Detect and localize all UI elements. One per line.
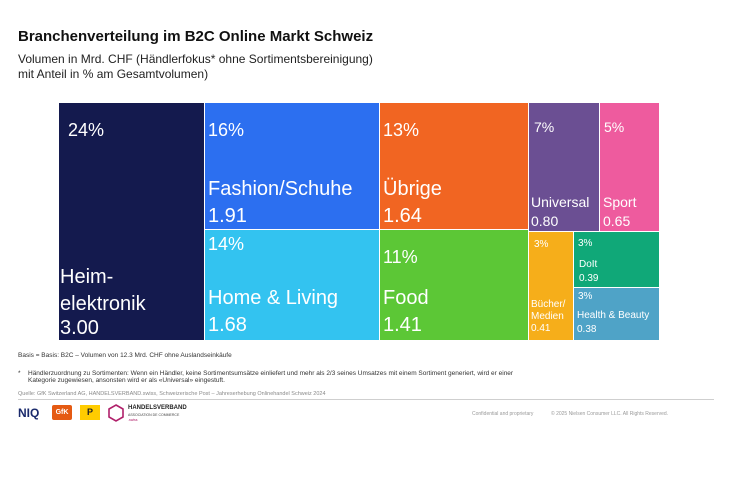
tile-value-label: 0.65: [603, 213, 631, 229]
handelsverband-name: HANDELSVERBAND: [128, 405, 187, 411]
niq-logo: NIQ: [18, 406, 40, 420]
tile-category-line: Universal: [531, 194, 590, 210]
handelsverband-subname: ASSOCIATION DE COMMERCE: [128, 413, 180, 417]
tile-category-line: Übrige: [383, 178, 442, 200]
tile-value-label: 0.38: [577, 324, 597, 335]
tile-value-label: 1.91: [208, 205, 247, 227]
tile-share-label: 3%: [534, 239, 549, 250]
treemap-chart: 24% Heim-elektronik 3.00 16% Fashion/Schuhe 1…: [59, 103, 659, 340]
treemap-tile: 3% DoIt 0.39: [574, 232, 659, 287]
copyright-note: © 2025 Nielsen Consumer LLC. All Rights …: [551, 411, 669, 417]
handelsverband-logo: HANDELSVERBAND ASSOCIATION DE COMMERCE .…: [108, 403, 198, 425]
tile-category-line: Medien: [531, 311, 564, 322]
tile-share-label: 3%: [578, 238, 593, 249]
tile-category-label: Fashion/Schuhe: [208, 177, 353, 201]
footnote: Händlerzuordnung zu Sortimenten: Wenn ei…: [28, 370, 588, 384]
confidential-note: Confidential and proprietary: [472, 411, 534, 417]
treemap-tile: 13% Übrige 1.64: [380, 103, 528, 229]
subtitle-line-2: mit Anteil in % am Gesamtvolumen): [18, 67, 209, 81]
handelsverband-domain: .swiss: [128, 418, 138, 422]
tile-category-label: Übrige: [383, 177, 442, 201]
tile-category-line: Heim-: [60, 266, 114, 288]
tile-share-label: 14%: [208, 234, 245, 254]
tile-category-line: Home & Living: [208, 287, 339, 309]
tile-category-label: DoIt: [579, 259, 597, 271]
tile-share-label: 13%: [383, 120, 420, 140]
tile-share-label: 24%: [68, 120, 105, 140]
tile-category-line: Health & Beauty: [577, 310, 650, 321]
tile-value-label: 0.80: [531, 213, 559, 229]
treemap-tile: 11% Food 1.41: [380, 230, 528, 340]
tile-value-label: 1.68: [208, 314, 247, 336]
tile-share-label: 7%: [534, 119, 555, 135]
tile-category-line: DoIt: [579, 259, 598, 270]
treemap-tile: 24% Heim-elektronik 3.00: [59, 103, 204, 340]
tile-value-label: 0.39: [579, 273, 599, 284]
tile-category-label: Bücher/Medien: [531, 299, 565, 323]
tile-value-label: 1.64: [383, 205, 422, 227]
tile-value-label: 1.41: [383, 314, 422, 336]
footnote-star: *: [18, 370, 21, 377]
footer-divider: [18, 399, 714, 400]
post-logo: P: [80, 405, 100, 420]
chart-subtitle: Volumen in Mrd. CHF (Händlerfokus* ohne …: [18, 52, 438, 82]
footnote-line-2: Kategorie zugewiesen, ansonsten wird er …: [28, 377, 225, 384]
tile-category-label: Food: [383, 286, 429, 310]
tile-share-label: 5%: [604, 119, 625, 135]
tile-value-label: 3.00: [60, 317, 99, 339]
tile-category-label: Health & Beauty: [577, 310, 649, 322]
treemap-tile: 7% Universal 0.80: [529, 103, 599, 231]
tile-category-label: Universal: [531, 194, 589, 211]
tile-share-label: 16%: [208, 120, 245, 140]
tile-category-line: Food: [383, 287, 429, 309]
hexagon-icon: [108, 404, 124, 422]
tile-category-line: Fashion/Schuhe: [208, 178, 353, 200]
gfk-logo: GfK: [52, 405, 72, 420]
tile-category-line: Bücher/: [531, 299, 566, 310]
tile-value-label: 0.41: [531, 323, 551, 334]
tile-category-line: elektronik: [60, 293, 146, 315]
tile-share-label: 3%: [578, 291, 593, 302]
treemap-tile: 14% Home & Living 1.68: [205, 230, 379, 340]
tile-category-label: Sport: [603, 194, 636, 211]
tile-category-line: Sport: [603, 194, 637, 210]
footnote-line-1: Händlerzuordnung zu Sortimenten: Wenn ei…: [28, 370, 514, 377]
tile-share-label: 11%: [383, 247, 418, 267]
treemap-tile: 3% Bücher/Medien 0.41: [529, 232, 573, 340]
treemap-tile: 3% Health & Beauty 0.38: [574, 288, 659, 340]
treemap-tile: 16% Fashion/Schuhe 1.91: [205, 103, 379, 229]
subtitle-line-1: Volumen in Mrd. CHF (Händlerfokus* ohne …: [18, 52, 373, 66]
chart-title: Branchenverteilung im B2C Online Markt S…: [18, 28, 374, 45]
treemap-tile: 5% Sport 0.65: [600, 103, 659, 231]
tile-category-label: Heim-elektronik: [60, 264, 146, 318]
source-note: Quelle: GfK Switzerland AG, HANDELSVERBA…: [18, 391, 326, 397]
tile-category-label: Home & Living: [208, 286, 338, 310]
basis-note: Basis = Basis: B2C – Volumen von 12.3 Mr…: [18, 352, 232, 359]
